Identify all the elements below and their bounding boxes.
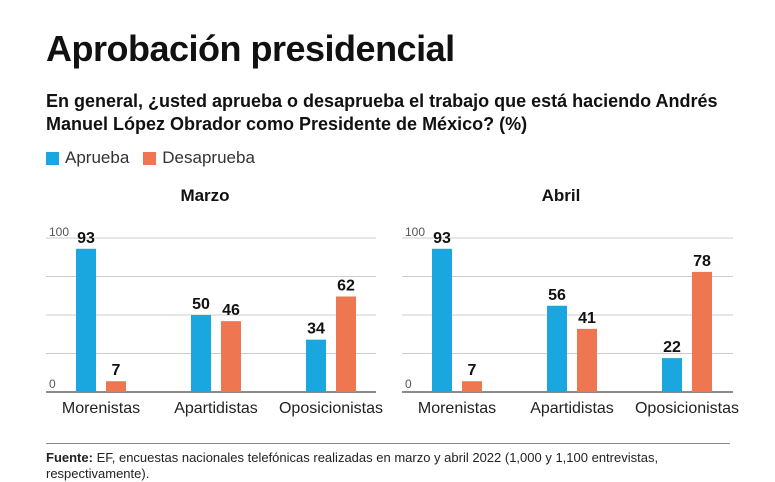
page-subtitle: En general, ¿usted aprueba o desaprueba …	[46, 91, 718, 134]
legend-label-aprueba: Aprueba	[65, 148, 130, 167]
category-label-marzo-2: Oposicionistas	[279, 400, 383, 417]
data-label-abril-aprueba-1: 56	[548, 287, 566, 304]
bar-marzo-desaprueba-0	[106, 381, 126, 392]
legend: Aprueba Desaprueba	[46, 148, 269, 168]
legend-swatch-aprueba	[46, 151, 59, 165]
bar-marzo-aprueba-1	[191, 315, 211, 392]
category-label-abril-2: Oposicionistas	[635, 400, 739, 417]
charts-area: Marzo 100 0 93 7 Morenistas 50 46 Apartidistas 34…	[46, 186, 739, 417]
data-label-abril-desaprueba-0: 7	[468, 362, 477, 379]
data-label-marzo-desaprueba-0: 7	[112, 362, 121, 379]
page-title: Aprobación presidencial	[46, 28, 455, 69]
y-tick-top-abril: 100	[405, 225, 425, 239]
legend-swatch-desaprueba	[143, 151, 157, 165]
category-label-abril-1: Apartidistas	[530, 400, 614, 417]
category-label-marzo-0: Morenistas	[62, 400, 140, 417]
bar-marzo-aprueba-2	[306, 339, 326, 392]
legend-label-desaprueba: Desaprueba	[162, 148, 255, 167]
chart-title-abril: Abril	[542, 186, 581, 205]
bar-abril-desaprueba-2	[692, 271, 712, 392]
category-label-abril-0: Morenistas	[418, 400, 496, 417]
source-label: Fuente:	[46, 450, 93, 465]
bar-abril-aprueba-2	[662, 358, 682, 392]
data-label-abril-desaprueba-1: 41	[578, 310, 596, 327]
y-tick-top-marzo: 100	[49, 225, 69, 239]
bar-abril-desaprueba-1	[577, 328, 597, 392]
source-note: Fuente: EF, encuestas nacionales telefón…	[46, 450, 736, 482]
bar-abril-aprueba-0	[432, 248, 452, 392]
data-label-marzo-aprueba-0: 93	[77, 230, 95, 247]
data-label-abril-aprueba-2: 22	[663, 339, 681, 356]
bar-marzo-desaprueba-2	[336, 296, 356, 392]
y-tick-bottom-marzo: 0	[49, 377, 56, 391]
data-label-abril-desaprueba-2: 78	[693, 253, 711, 270]
footer-divider	[46, 443, 730, 444]
data-label-marzo-aprueba-2: 34	[307, 321, 325, 338]
chart-title-marzo: Marzo	[180, 186, 229, 205]
y-tick-bottom-abril: 0	[405, 377, 412, 391]
data-label-marzo-desaprueba-2: 62	[337, 278, 355, 295]
bar-marzo-desaprueba-1	[221, 321, 241, 392]
category-label-marzo-1: Apartidistas	[174, 400, 258, 417]
source-text: EF, encuestas nacionales telefónicas rea…	[46, 450, 659, 481]
legend-item-desaprueba: Desaprueba	[143, 148, 255, 168]
data-label-marzo-desaprueba-1: 46	[222, 302, 240, 319]
legend-item-aprueba: Aprueba	[46, 148, 129, 168]
bar-marzo-aprueba-0	[76, 248, 96, 392]
bar-abril-desaprueba-0	[462, 381, 482, 392]
bar-abril-aprueba-1	[547, 305, 567, 392]
data-label-abril-aprueba-0: 93	[433, 230, 451, 247]
data-label-marzo-aprueba-1: 50	[192, 296, 210, 313]
